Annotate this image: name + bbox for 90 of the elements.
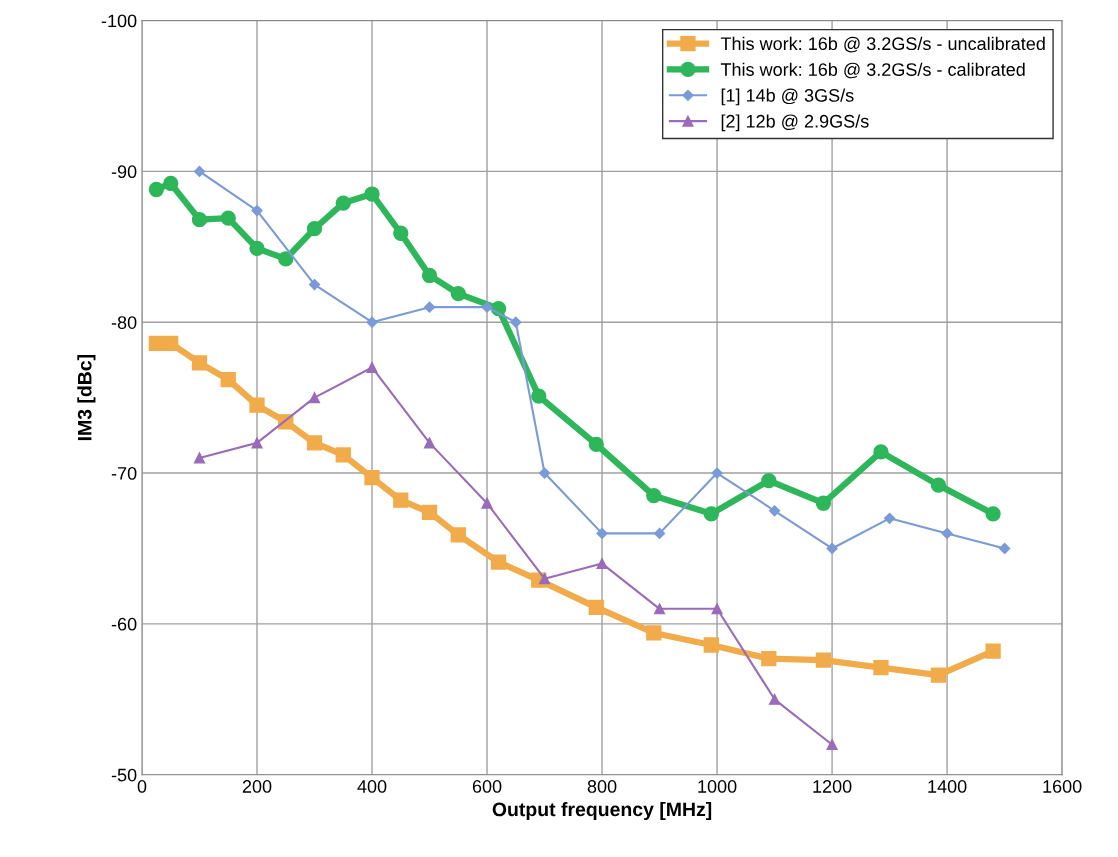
y-axis-title: IM3 [dBc] (77, 354, 96, 441)
y-tick-label: -80 (111, 316, 137, 329)
point (588, 436, 604, 453)
point (588, 599, 604, 615)
y-tick-label: -90 (111, 165, 137, 179)
point (148, 335, 165, 351)
x-tick-label: 400 (357, 780, 387, 793)
point (220, 371, 236, 388)
point (768, 505, 781, 517)
point (930, 667, 947, 683)
point (163, 335, 179, 351)
point (366, 316, 378, 328)
point (653, 527, 666, 540)
point (646, 625, 662, 641)
point (251, 437, 263, 449)
point (761, 650, 777, 667)
point (308, 278, 321, 291)
point (450, 285, 466, 302)
point (335, 195, 351, 211)
point (393, 225, 409, 241)
point (761, 472, 777, 489)
point (193, 452, 206, 464)
point (815, 495, 832, 511)
point (278, 251, 294, 267)
point (646, 488, 662, 504)
point (531, 388, 547, 404)
point (510, 316, 522, 328)
point (930, 477, 947, 493)
point (191, 355, 208, 371)
point (703, 637, 719, 653)
point (815, 652, 832, 668)
point (148, 181, 165, 198)
point (423, 437, 436, 449)
y-tick-label: -70 (111, 467, 137, 480)
point (220, 210, 236, 226)
x-tick-label: 1000 (698, 780, 737, 793)
point (450, 527, 466, 543)
point (308, 392, 321, 404)
y-tick-label: -50 (111, 768, 137, 782)
legend-label: This work: 16b @ 3.2GS/s - calibrated (720, 62, 1025, 79)
point (249, 397, 265, 413)
point (306, 435, 323, 451)
point (490, 554, 507, 570)
point (251, 205, 263, 217)
point (364, 469, 380, 486)
legend-label: This work: 16b @ 3.2GS/s - uncalibrated (720, 36, 1045, 53)
point (364, 186, 380, 202)
point (423, 301, 436, 313)
point (163, 175, 179, 192)
x-tick-label: 200 (242, 780, 272, 793)
legend-label: [2] 12b @ 2.9GS/s (721, 114, 869, 132)
point (193, 165, 206, 178)
point (711, 603, 723, 615)
point (335, 447, 351, 463)
point (596, 558, 608, 570)
point (249, 240, 265, 256)
point (393, 492, 409, 508)
x-tick-label: 600 (472, 780, 502, 793)
point (421, 267, 438, 284)
point (538, 467, 551, 479)
point (873, 659, 889, 676)
y-tick-label: -100 (101, 14, 137, 28)
x-axis-title: Output frequency [MHz] (492, 801, 712, 821)
point (421, 504, 438, 520)
point (941, 527, 953, 540)
point (985, 506, 1001, 522)
x-tick-label: 1200 (813, 780, 852, 793)
point (711, 467, 723, 479)
x-tick-label: 1600 (1043, 780, 1082, 793)
point (366, 361, 378, 374)
point (538, 573, 551, 585)
point (873, 444, 889, 460)
point (653, 603, 666, 615)
point (883, 512, 896, 524)
point (998, 542, 1011, 555)
point (306, 221, 323, 237)
point (985, 643, 1001, 659)
point (191, 212, 208, 228)
x-tick-label: 800 (587, 780, 617, 793)
point (769, 693, 781, 705)
point (826, 542, 838, 555)
point (481, 497, 493, 509)
x-tick-label: 0 (137, 780, 147, 793)
x-tick-label: 1400 (928, 780, 967, 793)
point (481, 301, 493, 313)
point (826, 739, 838, 751)
legend-label: [1] 14b @ 3GS/s (721, 88, 854, 106)
point (596, 527, 608, 540)
point (703, 506, 719, 522)
y-tick-label: -60 (111, 617, 137, 631)
